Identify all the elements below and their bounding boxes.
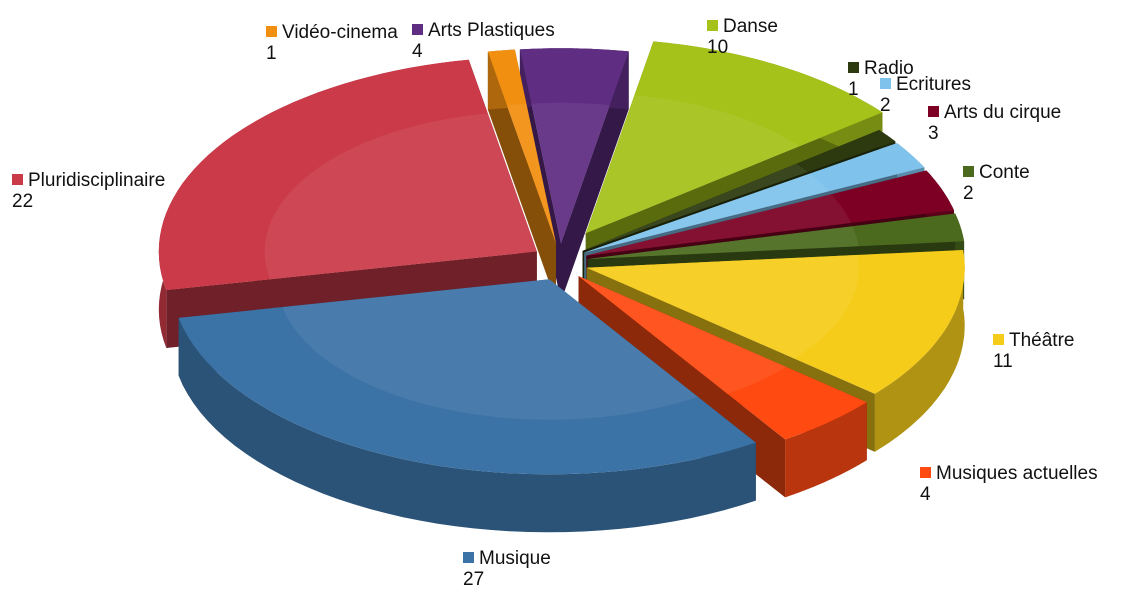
slice-highlight: [585, 95, 800, 234]
slice-category-label: Pluridisciplinaire: [28, 170, 166, 191]
slice-label-musique: Musique 27: [463, 548, 551, 590]
slice-category-label: Vidéo-cinema: [282, 22, 398, 43]
slice-label-danse: Danse 10: [707, 16, 778, 58]
slice-highlight: [586, 254, 859, 359]
slice-value-label: 22: [12, 191, 34, 212]
legend-swatch: [880, 78, 891, 89]
slice-label-ecritures: Ecritures 2: [880, 74, 971, 116]
slice-highlight: [578, 276, 786, 394]
slice-label-arts-du-cirque: Arts du cirque 3: [928, 102, 1061, 144]
legend-swatch: [928, 106, 939, 117]
slice-category-label: Danse: [723, 16, 778, 37]
slice-category-label: Théâtre: [1009, 330, 1075, 351]
pie-slice-vid-o-cinema: [487, 49, 556, 302]
slice-highlight: [531, 102, 610, 244]
slice-label-musiques-actuelles: Musiques actuelles 4: [920, 463, 1098, 505]
slice-label-arts-plastiques: Arts Plastiques 4: [412, 20, 555, 62]
legend-swatch: [963, 166, 974, 177]
slice-category-label: Ecritures: [896, 74, 971, 95]
slice-label-vid-o-cinema: Vidéo-cinema 1: [266, 22, 398, 64]
legend-swatch: [848, 62, 859, 73]
slice-highlight: [264, 113, 537, 280]
slice-value-label: 3: [928, 123, 939, 144]
slice-category-label: Conte: [979, 162, 1030, 183]
slice-value-label: 27: [463, 569, 485, 590]
slice-label-th-tre: Théâtre 11: [993, 330, 1074, 372]
slice-value-label: 4: [920, 484, 931, 505]
slice-side: [178, 317, 756, 533]
legend-swatch: [412, 24, 423, 35]
slice-highlight: [282, 279, 698, 420]
pie-slice-pluridisciplinaire: [158, 59, 537, 349]
pie-slice-musique: [178, 279, 756, 533]
slice-value-label: 2: [963, 183, 974, 204]
slice-side: [785, 402, 867, 498]
slice-cut-face: [487, 51, 556, 302]
slice-category-label: Arts du cirque: [944, 102, 1062, 123]
legend-swatch: [707, 20, 718, 31]
slice-cut-face: [560, 51, 629, 302]
slice-highlight: [582, 163, 808, 251]
slice-value-label: 10: [707, 37, 729, 58]
slice-value-label: 11: [993, 351, 1013, 372]
slice-value-label: 4: [412, 41, 423, 62]
slice-highlight: [587, 226, 859, 259]
slice-label-conte: Conte 2: [963, 162, 1030, 204]
slice-side: [874, 250, 965, 452]
slice-highlight: [586, 194, 851, 256]
legend-swatch: [463, 552, 474, 563]
slice-label-radio: Radio 1: [848, 58, 914, 100]
legend-swatch: [920, 467, 931, 478]
legend-swatch: [12, 174, 23, 185]
slice-highlight: [506, 103, 556, 244]
slice-category-label: Musiques actuelles: [936, 463, 1098, 484]
slice-category-label: Arts Plastiques: [428, 20, 555, 41]
legend-swatch: [993, 334, 1004, 345]
slice-category-label: Musique: [479, 548, 551, 569]
slice-value-label: 1: [266, 43, 277, 64]
slice-highlight: [584, 173, 830, 253]
slice-category-label: Radio: [864, 58, 914, 79]
slice-value-label: 2: [880, 95, 891, 116]
slice-label-pluridisciplinaire: Pluridisciplinaire 22: [12, 170, 165, 212]
slice-value-label: 1: [848, 79, 859, 100]
legend-swatch: [266, 26, 277, 37]
